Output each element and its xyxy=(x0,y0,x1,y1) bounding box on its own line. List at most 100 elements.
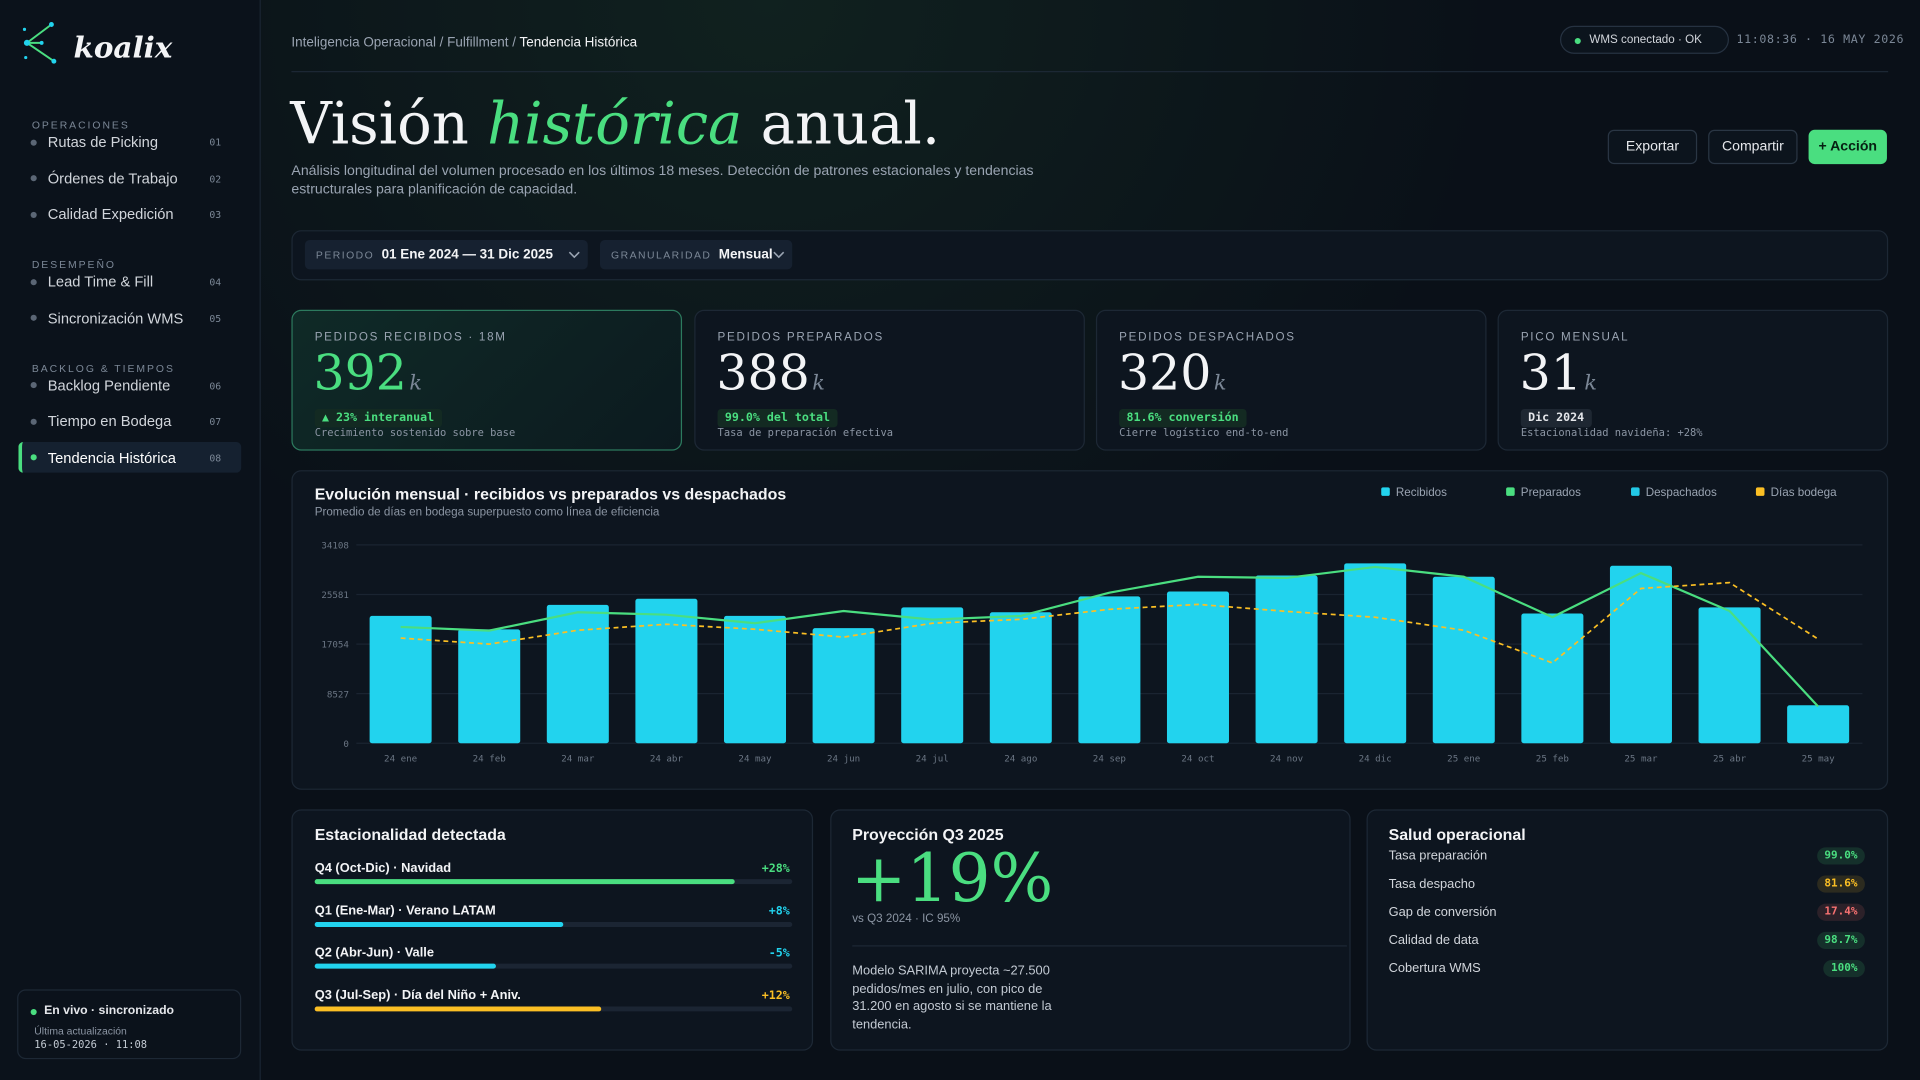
chart-panel: Evolución mensual · recibidos vs prepara… xyxy=(291,470,1889,790)
season-label: Q3 (Jul-Sep) · Día del Niño + Aniv. xyxy=(314,987,521,1003)
title-pre: Visión xyxy=(290,90,488,158)
connection-dot xyxy=(1574,37,1581,44)
filter-value: Mensual xyxy=(718,247,773,263)
bar xyxy=(1078,596,1141,744)
projection-panel: Proyección Q3 2025 +19% vs Q3 2024 · IC … xyxy=(830,809,1351,1051)
page-subtitle: Análisis longitudinal del volumen proces… xyxy=(291,164,1034,198)
nav-active xyxy=(18,441,242,473)
y-tick-label: 17054 xyxy=(321,640,349,651)
chevron xyxy=(568,251,580,259)
x-tick-label: 25 ene xyxy=(1447,754,1480,765)
export-button[interactable]: Exportar xyxy=(1607,129,1698,165)
projection-divider xyxy=(852,945,1347,947)
legend-swatch xyxy=(1506,487,1515,496)
filter-label: PERIODO xyxy=(315,248,375,261)
season-bar xyxy=(314,921,564,927)
bar xyxy=(989,612,1052,744)
x-tick-label: 25 feb xyxy=(1536,754,1569,765)
kpi-note: Cierre logístico end-to-end xyxy=(1119,427,1289,440)
bar xyxy=(1166,591,1229,744)
nav-item[interactable]: Lead Time & Fill xyxy=(47,273,154,291)
kpi-card: PEDIDOS PREPARADOS 388 k 99.0% del total Tas… xyxy=(694,309,1085,451)
status-box: En vivo · sincronizado Última actualizac… xyxy=(17,989,242,1060)
bar xyxy=(723,615,787,744)
nav-num: 05 xyxy=(209,312,222,324)
kpi-label: PICO MENSUAL xyxy=(1520,330,1630,345)
line xyxy=(400,565,1819,708)
bar xyxy=(901,607,964,744)
nav-num: 07 xyxy=(209,416,222,428)
health-badge: 99.0% xyxy=(1817,847,1865,865)
nav-num: 06 xyxy=(209,380,222,392)
health-label: Cobertura WMS xyxy=(1388,961,1481,976)
x-tick-label: 24 ago xyxy=(1004,754,1037,765)
bar xyxy=(458,629,521,744)
brand: koalix xyxy=(73,29,173,65)
logo-icon xyxy=(22,22,57,64)
kpi-unit: k xyxy=(409,371,423,396)
x-tick-label: 24 nov xyxy=(1270,754,1304,765)
nav-item[interactable]: Rutas de Picking xyxy=(47,133,159,151)
filter-pill[interactable]: PERIODO 01 Ene 2024 — 31 Dic 2025 xyxy=(304,240,588,270)
health-badge: 17.4% xyxy=(1817,903,1865,921)
nav-item[interactable]: Calidad Expedición xyxy=(47,205,174,223)
health-label: Tasa preparación xyxy=(1388,848,1488,864)
bar xyxy=(812,628,875,744)
nav-item[interactable]: Tiempo en Bodega xyxy=(47,412,172,430)
kpi-badge: 99.0% del total xyxy=(717,408,838,428)
season-value: +8% xyxy=(768,904,790,918)
season-track xyxy=(314,879,793,885)
health-title: Salud operacional xyxy=(1388,825,1526,844)
nav-item[interactable]: Sincronización WMS xyxy=(47,309,184,327)
season-track xyxy=(314,1005,793,1011)
season-label: Q4 (Oct-Dic) · Navidad xyxy=(314,860,452,876)
dashed-line xyxy=(400,581,1819,664)
action-button[interactable]: + Acción xyxy=(1808,129,1887,165)
section-title: BACKLOG & TIEMPOS xyxy=(31,361,175,375)
bar xyxy=(546,604,609,744)
sidebar: koalix En vivo · sincronizado Última act… xyxy=(0,0,261,1080)
breadcrumb: Inteligencia Operacional / Fulfillment /… xyxy=(291,36,637,51)
y-tick-label: 0 xyxy=(343,739,349,750)
kpi-badge: ▲ 23% interanual xyxy=(314,408,442,428)
connection-pill: WMS conectado · OK xyxy=(1560,25,1729,54)
nav-item[interactable]: Tendencia Histórica xyxy=(47,448,176,466)
clock: 11:08:36 · 16 MAY 2026 xyxy=(1736,33,1905,47)
kpi-value: 320 k xyxy=(1118,345,1227,401)
breadcrumb-current: Tendencia Histórica xyxy=(519,35,638,51)
x-tick-label: 25 abr xyxy=(1713,754,1747,765)
legend-swatch xyxy=(1755,487,1765,496)
bar xyxy=(1255,575,1318,744)
kpi-badge: 81.6% conversión xyxy=(1119,408,1246,428)
y-tick-label: 25581 xyxy=(321,590,349,601)
kpi-unit: k xyxy=(1213,371,1227,396)
nav-dot xyxy=(30,418,37,425)
health-panel: Salud operacional Tasa preparación 99.0% T… xyxy=(1366,809,1889,1051)
filter-pill[interactable]: GRANULARIDAD Mensual xyxy=(600,240,793,270)
kpi-card: PICO MENSUAL 31 k Dic 2024 Estacionalidad na… xyxy=(1497,309,1889,451)
x-tick-label: 24 feb xyxy=(473,754,506,765)
x-tick-label: 24 oct xyxy=(1181,754,1214,765)
nav-item[interactable]: Backlog Pendiente xyxy=(47,376,171,394)
nav-num: 02 xyxy=(209,173,222,185)
status-dot xyxy=(30,1008,37,1016)
legend-label: Recibidos xyxy=(1396,486,1447,499)
x-tick-label: 24 jun xyxy=(827,754,860,765)
kpi-unit: k xyxy=(812,371,825,396)
nav-item[interactable]: Órdenes de Trabajo xyxy=(47,169,178,187)
page-title: Visión histórica anual. xyxy=(290,91,940,158)
kpi-note: Crecimiento sostenido sobre base xyxy=(314,427,516,440)
y-tick-label: 8527 xyxy=(327,689,349,700)
share-button[interactable]: Compartir xyxy=(1708,129,1798,165)
x-tick-label: 24 may xyxy=(738,754,772,765)
health-label: Tasa despacho xyxy=(1388,876,1476,892)
projection-value: +19% xyxy=(851,840,1054,918)
legend-label: Despachados xyxy=(1646,486,1717,499)
season-label: Q1 (Ene-Mar) · Verano LATAM xyxy=(314,903,496,918)
health-badge: 98.7% xyxy=(1817,931,1865,949)
season-bar xyxy=(314,963,497,969)
x-tick-label: 24 sep xyxy=(1093,754,1126,765)
kpi-number: 31 xyxy=(1519,345,1582,402)
